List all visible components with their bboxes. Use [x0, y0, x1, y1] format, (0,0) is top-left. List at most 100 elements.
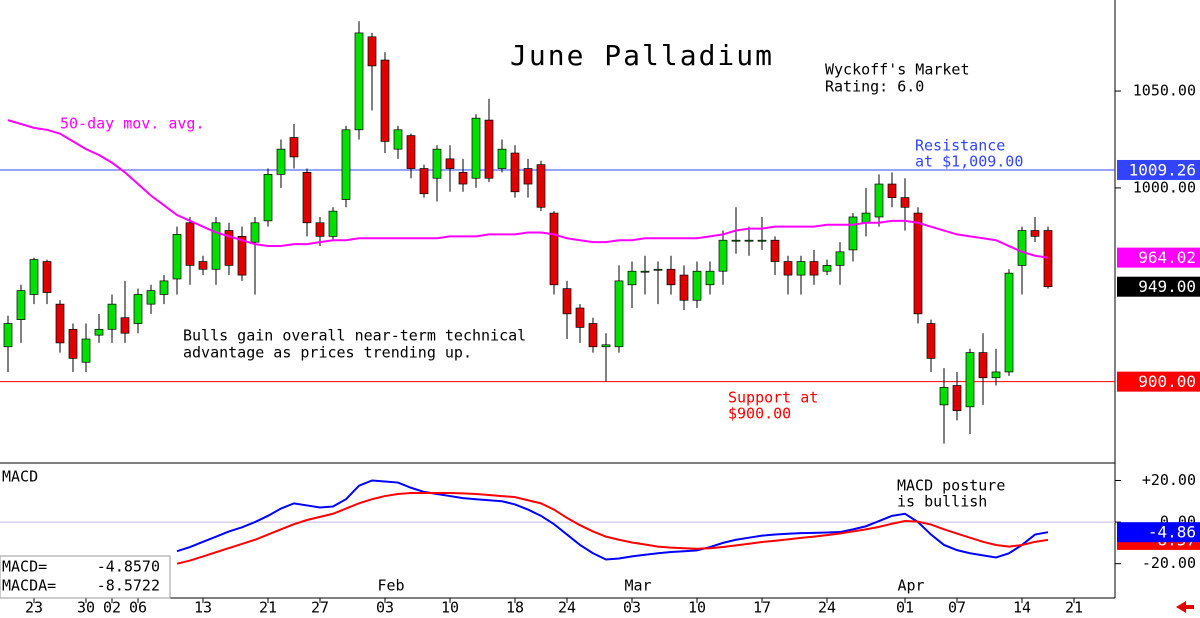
price-box — [1117, 247, 1200, 268]
candle-body — [926, 323, 936, 359]
readout-box — [0, 555, 171, 599]
price-box — [1117, 371, 1200, 392]
candle-body — [393, 129, 403, 150]
candle-body — [445, 158, 455, 169]
price-box — [1117, 276, 1200, 297]
x-tick-label: 24 — [558, 599, 576, 617]
candle-body — [185, 222, 195, 266]
series-line — [176, 479, 1049, 561]
candle-body — [458, 172, 468, 185]
candle-body — [718, 239, 728, 272]
candle-body — [1017, 230, 1027, 266]
x-tick-label: 03 — [376, 599, 394, 617]
scroll-arrow-tail[interactable] — [1186, 605, 1194, 609]
candle-body — [666, 268, 676, 286]
candle-body — [55, 303, 65, 344]
legend-value: -4.8570 — [97, 558, 160, 576]
candle-body — [835, 251, 845, 266]
candle-body — [848, 216, 858, 251]
candle-body — [276, 148, 286, 175]
candle-body — [354, 32, 364, 131]
candle-body — [562, 288, 572, 315]
candle-body — [120, 317, 130, 334]
candle-body — [146, 290, 156, 305]
candle-body — [965, 352, 975, 408]
x-tick-label: 03 — [623, 599, 641, 617]
month-label: Apr — [897, 577, 924, 595]
candle-body — [302, 172, 312, 224]
candle-body — [1043, 230, 1053, 288]
candle-body — [731, 239, 741, 242]
candle-body — [1030, 230, 1040, 237]
series-line — [7, 119, 1049, 259]
candle-body — [315, 222, 325, 237]
candle-body — [757, 239, 767, 242]
candle-body — [367, 36, 377, 67]
candle-body — [250, 222, 260, 243]
candle-body — [1004, 272, 1014, 373]
candle-body — [81, 338, 91, 363]
price-box-label: 900.00 — [1138, 372, 1196, 391]
candle-body — [94, 328, 104, 336]
level-note: $900.00 — [728, 405, 791, 423]
price-box-label: -4.86 — [1148, 523, 1196, 542]
candle-body — [614, 280, 624, 348]
series-line — [176, 491, 1049, 565]
legend-value: -8.5722 — [97, 577, 160, 595]
x-tick-label: 18 — [506, 599, 524, 617]
candle-body — [510, 152, 520, 193]
price-box — [1117, 159, 1200, 180]
candle-body — [198, 261, 208, 270]
candle-body — [536, 164, 546, 208]
x-tick-label: 27 — [311, 599, 329, 617]
candle-body — [705, 270, 715, 286]
scroll-arrow[interactable] — [1176, 601, 1186, 613]
candle-body — [133, 294, 143, 324]
x-tick-label: 21 — [259, 599, 277, 617]
y-tick-label: +20.00 — [1142, 471, 1196, 489]
candle-body — [211, 222, 221, 270]
candle-body — [159, 280, 169, 295]
candle-body — [432, 148, 442, 179]
candle-body — [809, 261, 819, 276]
x-tick-label: 21 — [1065, 599, 1083, 617]
candle-body — [874, 183, 884, 218]
candle-body — [16, 290, 26, 320]
candle-body — [770, 239, 780, 262]
annotation: Bulls gain overall near-term technical — [183, 327, 526, 345]
panel-title: MACD — [2, 468, 38, 486]
x-tick-label: 10 — [441, 599, 459, 617]
candle-body — [263, 174, 273, 222]
candle-body — [627, 270, 637, 286]
x-tick-label: 24 — [818, 599, 836, 617]
candle-body — [640, 270, 650, 273]
annotation: Rating: 6.0 — [825, 78, 924, 96]
candle-body — [692, 270, 702, 301]
candle-body — [68, 328, 78, 359]
x-tick-label: 17 — [753, 599, 771, 617]
x-tick-label: 07 — [948, 599, 966, 617]
candle-body — [172, 234, 182, 280]
candle-body — [549, 212, 559, 286]
candle-body — [380, 59, 390, 142]
candle-body — [42, 261, 52, 293]
candle-body — [887, 183, 897, 198]
candle-body — [237, 235, 247, 276]
candle-body — [653, 268, 663, 271]
price-box — [1117, 522, 1200, 543]
candle-body — [601, 344, 611, 348]
candle-body — [861, 212, 871, 224]
candle-body — [328, 210, 338, 237]
price-box-label: 964.02 — [1138, 248, 1196, 267]
x-tick-label: 23 — [25, 599, 43, 617]
chart-title: June Palladium — [510, 39, 774, 72]
candle-body — [497, 148, 507, 169]
candle-body — [744, 239, 754, 242]
candle-body — [939, 387, 949, 406]
month-label: Feb — [377, 577, 404, 595]
x-tick-label: 14 — [1013, 599, 1031, 617]
price-box-label: 1009.26 — [1129, 160, 1196, 179]
candle-body — [822, 265, 832, 272]
x-tick-label: 01 — [896, 599, 914, 617]
